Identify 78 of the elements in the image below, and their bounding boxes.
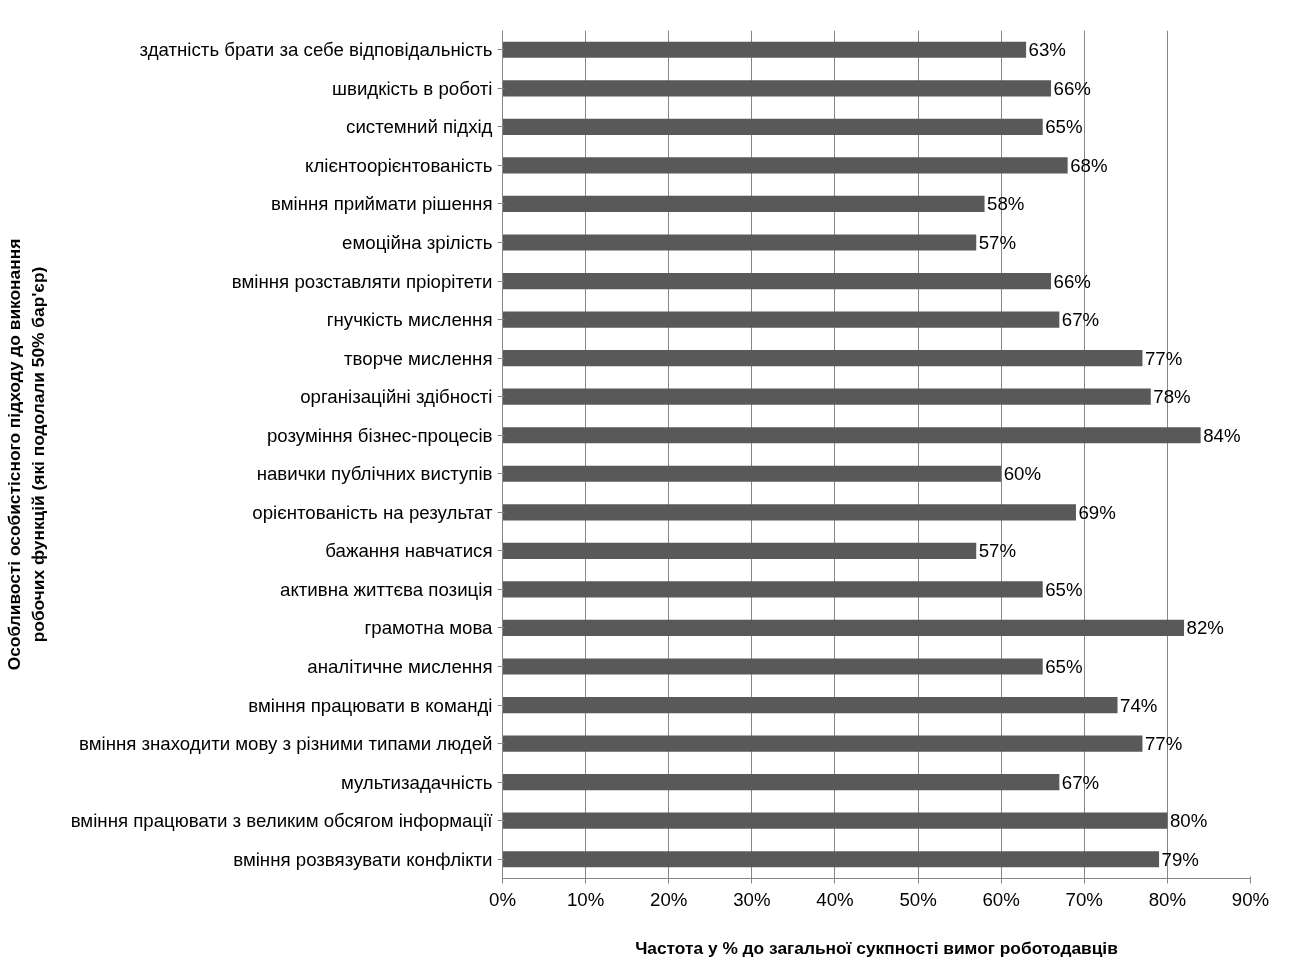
x-tick-label: 20% bbox=[650, 888, 688, 910]
bar bbox=[502, 504, 1076, 521]
x-tick-label: 30% bbox=[733, 888, 771, 910]
y-tick-label: вміння знаходити мову з різними типами людей bbox=[78, 733, 493, 755]
data-label: 79% bbox=[1161, 848, 1199, 870]
y-tick-label: орієнтованість на результат bbox=[252, 501, 493, 523]
y-tick-label: організаційні здібності bbox=[300, 386, 493, 408]
bar bbox=[502, 80, 1052, 97]
y-tick-label: грамотна мова bbox=[364, 617, 494, 639]
y-tick-label: вміння розставляти пріорітети bbox=[231, 270, 493, 292]
data-label: 60% bbox=[1003, 463, 1041, 485]
x-tick-label: 0% bbox=[489, 888, 516, 910]
data-label: 66% bbox=[1053, 77, 1091, 99]
y-tick-label: вміння працювати в команді bbox=[248, 694, 493, 716]
data-label: 67% bbox=[1061, 771, 1100, 793]
y-tick-label: клієнтоорієнтованість bbox=[305, 154, 493, 176]
x-tick-label: 50% bbox=[899, 888, 937, 910]
x-tick-label: 80% bbox=[1148, 888, 1187, 910]
bar bbox=[502, 350, 1143, 367]
y-tick-label: гнучкість мислення bbox=[326, 309, 493, 331]
data-label: 84% bbox=[1203, 424, 1241, 446]
data-label: 63% bbox=[1028, 39, 1066, 61]
y-tick-label: здатність брати за себе відповідальність bbox=[139, 39, 493, 61]
bar bbox=[502, 272, 1052, 290]
data-label: 58% bbox=[987, 193, 1025, 215]
y-tick-label: бажання навчатися bbox=[325, 540, 493, 562]
data-label: 78% bbox=[1153, 386, 1191, 408]
bar bbox=[502, 118, 1043, 135]
bar bbox=[502, 619, 1185, 637]
y-tick-label: емоційна зрілість bbox=[342, 232, 493, 253]
bar bbox=[502, 41, 1027, 58]
bar bbox=[502, 696, 1118, 714]
y-tick-label: навички публічних виступів bbox=[256, 463, 493, 485]
bar bbox=[502, 427, 1201, 444]
bar bbox=[502, 774, 1060, 791]
bar bbox=[502, 658, 1043, 675]
data-label: 65% bbox=[1045, 578, 1083, 600]
bar bbox=[502, 465, 1002, 482]
data-label: 77% bbox=[1144, 733, 1183, 755]
bar bbox=[502, 851, 1160, 868]
data-label: 57% bbox=[978, 540, 1017, 562]
x-tick-label: 90% bbox=[1231, 888, 1270, 910]
x-axis-title: Частота у % до загальної сукпності вимог роботодавців bbox=[635, 937, 1118, 958]
bar bbox=[502, 195, 985, 213]
bar bbox=[502, 812, 1168, 829]
bar bbox=[502, 157, 1068, 174]
data-label: 82% bbox=[1186, 617, 1224, 639]
y-tick-label: мультизадачність bbox=[340, 771, 493, 793]
x-tick-label: 70% bbox=[1065, 888, 1103, 910]
y-tick-label: вміння розвязувати конфлікти bbox=[233, 848, 493, 870]
bar bbox=[502, 542, 977, 559]
y-axis-title: Особливості особистісного підходу до виконання робочих функцій (які подолали 50% бар'єр) bbox=[3, 238, 48, 671]
y-tick-label: аналітичне мислення bbox=[307, 656, 493, 677]
data-label: 74% bbox=[1120, 694, 1158, 716]
data-label: 57% bbox=[978, 232, 1017, 253]
data-label: 66% bbox=[1053, 270, 1091, 292]
y-tick-label: системний підхід bbox=[346, 116, 493, 138]
bar bbox=[502, 735, 1143, 752]
y-tick-label: швидкість в роботі bbox=[332, 77, 493, 99]
data-label: 65% bbox=[1045, 116, 1083, 138]
data-label: 77% bbox=[1144, 347, 1183, 369]
y-tick-label: вміння приймати рішення bbox=[271, 193, 493, 215]
x-tick-label: 60% bbox=[982, 888, 1020, 910]
x-tick-label: 10% bbox=[566, 888, 605, 910]
bar bbox=[502, 234, 977, 251]
y-tick-label: вміння працювати з великим обсягом інформації bbox=[70, 810, 493, 832]
x-tick-label: 40% bbox=[816, 888, 854, 910]
bar bbox=[502, 311, 1060, 328]
y-tick-label: розуміння бізнес-процесів bbox=[266, 424, 493, 446]
bar bbox=[502, 581, 1043, 598]
data-label: 69% bbox=[1078, 501, 1116, 523]
data-label: 67% bbox=[1061, 309, 1100, 331]
bar bbox=[502, 388, 1151, 405]
y-tick-label: творче мислення bbox=[344, 347, 493, 369]
y-tick-label: активна життєва позиція bbox=[280, 578, 493, 600]
data-label: 80% bbox=[1169, 810, 1208, 832]
data-label: 65% bbox=[1045, 656, 1083, 677]
data-label: 68% bbox=[1070, 154, 1108, 176]
